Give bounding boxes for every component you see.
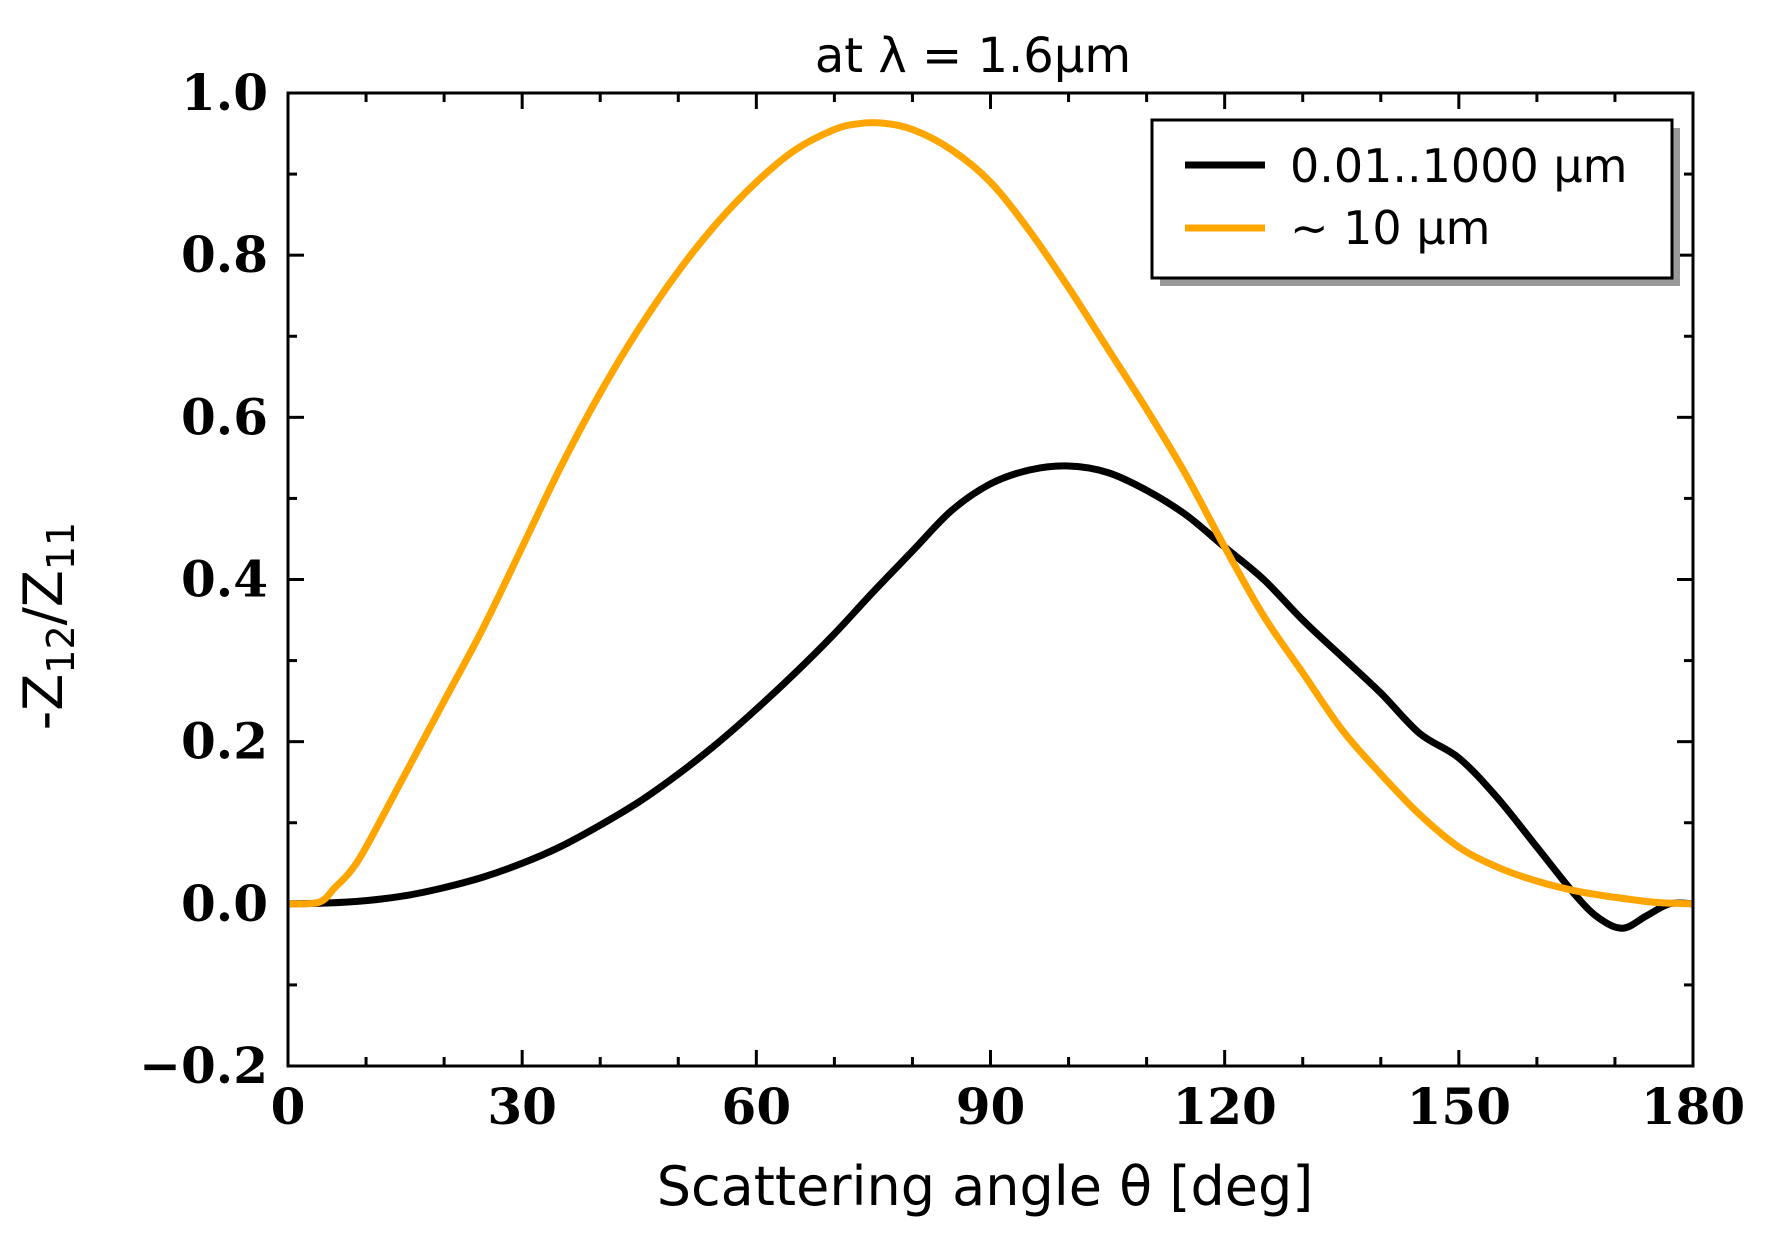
series-line-1 [288, 462, 1693, 932]
legend-label-series-1: 0.01..1000 μm [1290, 139, 1627, 193]
x-tick-label: 0 [271, 1077, 306, 1136]
y-axis-title-sub1: 12 [39, 625, 83, 673]
y-axis-title: -Z12/Z11 [12, 522, 83, 730]
y-tick-label: 0.2 [181, 712, 268, 771]
x-tick-label: 30 [487, 1077, 557, 1136]
legend-box [1150, 118, 1674, 280]
legend: 0.01..1000 μm ∼ 10 μm [1150, 118, 1680, 286]
axis-ticks: 0 30 60 90 120 150 180 −0.2 0.0 0.2 0.4 0.6 0.8 1.0 [139, 63, 1745, 1136]
x-tick-label: 60 [722, 1077, 792, 1136]
plot-frame [286, 91, 1695, 1068]
y-axis-title-mid: /Z [12, 570, 75, 625]
x-tick-label: 150 [1407, 1077, 1511, 1136]
y-tick-label: 0.6 [181, 387, 268, 446]
y-tick-label: 0.8 [181, 225, 268, 284]
y-tick-label: 1.0 [181, 63, 268, 122]
x-axis-title: Scattering angle θ [deg] [657, 1155, 1314, 1218]
y-axis-title-sub2: 11 [39, 522, 83, 570]
series-line-2 [288, 119, 1693, 908]
x-tick-label: 120 [1172, 1077, 1276, 1136]
x-tick-label: 180 [1641, 1077, 1745, 1136]
y-axis-title-prefix: -Z [12, 674, 75, 730]
y-tick-label: 0.0 [181, 874, 268, 933]
x-tick-label: 90 [956, 1077, 1026, 1136]
svg-text:-Z12/Z11: -Z12/Z11 [12, 522, 83, 730]
y-tick-label: −0.2 [139, 1036, 268, 1095]
series-layer [288, 119, 1693, 932]
chart-title: at λ = 1.6μm [815, 28, 1131, 84]
y-tick-label: 0.4 [181, 550, 268, 609]
legend-label-series-2: ∼ 10 μm [1290, 201, 1490, 255]
